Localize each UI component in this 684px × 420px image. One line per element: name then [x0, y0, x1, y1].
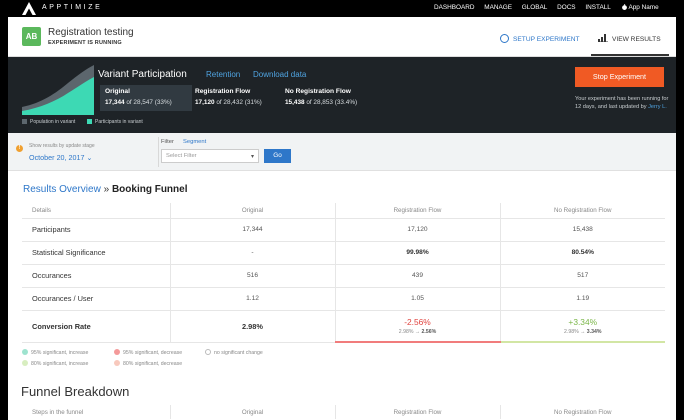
legend-dot — [205, 349, 211, 355]
variant-count: 17,120 of 28,432 (31%) — [195, 99, 262, 106]
nav-manage[interactable]: MANAGE — [484, 4, 512, 11]
top-nav: APPTIMIZE DASHBOARD MANAGE GLOBAL DOCS I… — [0, 0, 684, 17]
update-stage-label: Show results by update stage — [29, 143, 95, 149]
experiment-header: AB Registration testing EXPERIMENT IS RU… — [8, 17, 676, 57]
nav-docs[interactable]: DOCS — [557, 4, 576, 11]
legend-item: 80% significant, decrease — [114, 360, 182, 367]
funnel-table: Steps in the funnel Original Registratio… — [22, 405, 665, 419]
filter-bar: ! Show results by update stage October 2… — [8, 133, 676, 171]
brand-name: APPTIMIZE — [42, 4, 103, 11]
legend-population: Population in variant — [22, 119, 75, 125]
running-note: Your experiment has been running for 12 … — [575, 96, 669, 110]
table-row: Statistical Significance - 99.98% 80.54% — [22, 240, 665, 265]
chevron-down-icon: ⌄ — [86, 155, 93, 162]
variant-count: 15,438 of 28,853 (33.4%) — [285, 99, 358, 106]
retention-link[interactable]: Retention — [206, 70, 241, 79]
apptimize-logo-icon[interactable] — [22, 2, 36, 15]
stop-experiment-button[interactable]: Stop Experiment — [575, 67, 664, 87]
app-switcher[interactable]: App Name — [622, 4, 659, 11]
breadcrumb: Results Overview » Booking Funnel — [23, 184, 188, 195]
nav-global[interactable]: GLOBAL — [521, 4, 548, 11]
legend-dot — [114, 349, 120, 355]
ab-badge: AB — [22, 27, 41, 46]
legend-swatch — [22, 119, 27, 124]
legend-item: 95% significant, increase — [22, 349, 88, 356]
divider — [158, 137, 159, 167]
variant-stat-no-registration-flow[interactable]: No Registration Flow 15,438 of 28,853 (3… — [280, 85, 390, 111]
active-tab-underline — [591, 54, 669, 56]
table-row: Occurances 516 439 517 — [22, 263, 665, 288]
date-dropdown[interactable]: October 20, 2017 ⌄ — [29, 153, 93, 162]
registration-flow-change: -2.56% 2.98% → 2.56% — [334, 309, 501, 343]
participation-panel: Variant Participation Retention Download… — [8, 57, 676, 133]
filter-select[interactable]: Select Filter ▾ — [161, 149, 259, 163]
participation-title: Variant Participation — [98, 69, 187, 80]
participants-area — [22, 77, 94, 115]
apple-icon — [622, 4, 627, 10]
experiment-status: EXPERIMENT IS RUNNING — [48, 40, 122, 46]
gear-icon — [500, 34, 509, 43]
variant-stat-registration-flow[interactable]: Registration Flow 17,120 of 28,432 (31%) — [190, 85, 282, 111]
filter-tab[interactable]: Filter — [161, 139, 174, 145]
legend-dot — [22, 360, 28, 366]
table-row: Participants 17,344 17,120 15,438 — [22, 217, 665, 242]
experiment-name: Registration testing — [48, 27, 134, 38]
table-header: Steps in the funnel Original Registratio… — [22, 405, 665, 419]
nav-install[interactable]: INSTALL — [585, 4, 611, 11]
legend-participants: Participants in variant — [87, 119, 143, 125]
nav-dashboard[interactable]: DASHBOARD — [434, 4, 475, 11]
participation-area-chart — [22, 65, 94, 115]
setup-experiment-tab[interactable]: SETUP EXPERIMENT — [500, 34, 580, 43]
alert-icon: ! — [16, 145, 23, 152]
segment-tab[interactable]: Segment — [183, 139, 207, 145]
nav-links: DASHBOARD MANAGE GLOBAL DOCS INSTALL — [434, 4, 619, 11]
main-frame: AB Registration testing EXPERIMENT IS RU… — [8, 17, 676, 420]
view-label: VIEW RESULTS — [612, 36, 661, 43]
legend-item: 80% significant, increase — [22, 360, 88, 367]
funnel-breakdown-title: Funnel Breakdown — [21, 384, 130, 399]
chevron-down-icon: ▾ — [250, 154, 254, 160]
legend-item: 95% significant, decrease — [114, 349, 182, 356]
variant-count: 17,344 of 28,547 (33%) — [105, 99, 172, 106]
table-header: Details Original Registration Flow No Re… — [22, 203, 665, 219]
variant-name: Registration Flow — [195, 88, 251, 95]
legend-dot — [114, 360, 120, 366]
legend-swatch — [87, 119, 92, 124]
legend-item: no significant change — [205, 349, 263, 356]
go-button[interactable]: Go — [264, 149, 291, 163]
table-row: Occurances / User 1.12 1.05 1.19 — [22, 286, 665, 311]
variant-stat-original[interactable]: Original 17,344 of 28,547 (33%) — [100, 85, 192, 111]
app-name: App Name — [628, 4, 659, 11]
results-overview-link[interactable]: Results Overview — [23, 184, 101, 195]
no-registration-flow-change: +3.34% 2.98% → 3.34% — [499, 309, 665, 343]
variant-name: No Registration Flow — [285, 88, 351, 95]
setup-label: SETUP EXPERIMENT — [513, 36, 580, 43]
legend-dot — [22, 349, 28, 355]
page-title: Booking Funnel — [111, 184, 188, 195]
user-link[interactable]: Jerry L. — [648, 104, 667, 110]
bar-chart-icon — [598, 34, 608, 42]
results-table: Details Original Registration Flow No Re… — [22, 203, 665, 343]
download-data-link[interactable]: Download data — [253, 70, 307, 79]
view-results-tab[interactable]: VIEW RESULTS — [598, 34, 661, 43]
variant-name: Original — [105, 88, 130, 95]
conversion-rate-row: Conversion Rate 2.98% -2.56% 2.98% → 2.5… — [22, 309, 665, 343]
